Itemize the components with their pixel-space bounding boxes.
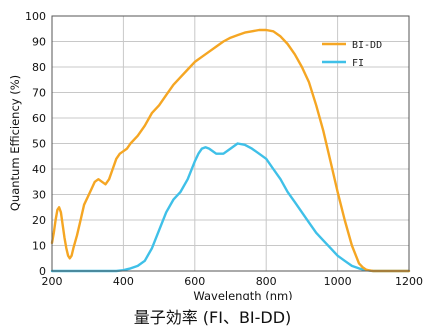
plot-frame	[51, 15, 410, 272]
y-tick-label: 40	[32, 163, 46, 176]
x-tick-label: 400	[113, 275, 134, 288]
x-tick-label: 800	[256, 275, 277, 288]
y-tick-label: 70	[32, 87, 46, 100]
y-axis-label: Quantum Efficiency (%)	[8, 75, 22, 211]
x-tick-label: 600	[184, 275, 205, 288]
chart-title: 量子効率 (FI、BI-DD)	[133, 308, 292, 327]
y-tick-label: 30	[32, 189, 46, 202]
legend-label: BI-DD	[352, 40, 382, 51]
grid	[51, 15, 410, 272]
x-tick-label: 200	[42, 275, 63, 288]
qe-chart: 200 400 600 800 1000 1200 0 10 20 30 40 50 60 70 80 90…	[8, 10, 424, 300]
x-axis-label: Wavelength (nm)	[193, 289, 292, 300]
series-line-bi-dd	[50, 28, 411, 273]
y-tick-label: 90	[32, 36, 46, 49]
series-line-fi	[50, 142, 411, 273]
x-tick-label: 1200	[395, 275, 423, 288]
legend-label: FI	[352, 58, 364, 69]
y-tick-label: 100	[25, 10, 46, 23]
series-layer	[50, 28, 411, 273]
y-tick-label: 20	[32, 214, 46, 227]
y-tick-label: 60	[32, 112, 46, 125]
y-tick-label: 0	[39, 265, 46, 278]
y-tick-label: 50	[32, 138, 46, 151]
x-tick-label: 1000	[324, 275, 352, 288]
x-tick-labels: 200 400 600 800 1000 1200	[42, 275, 424, 288]
y-tick-labels: 0 10 20 30 40 50 60 70 80 90 100	[25, 10, 46, 278]
y-tick-label: 10	[32, 240, 46, 253]
y-tick-label: 80	[32, 61, 46, 74]
legend: BI-DD FI	[322, 40, 382, 69]
